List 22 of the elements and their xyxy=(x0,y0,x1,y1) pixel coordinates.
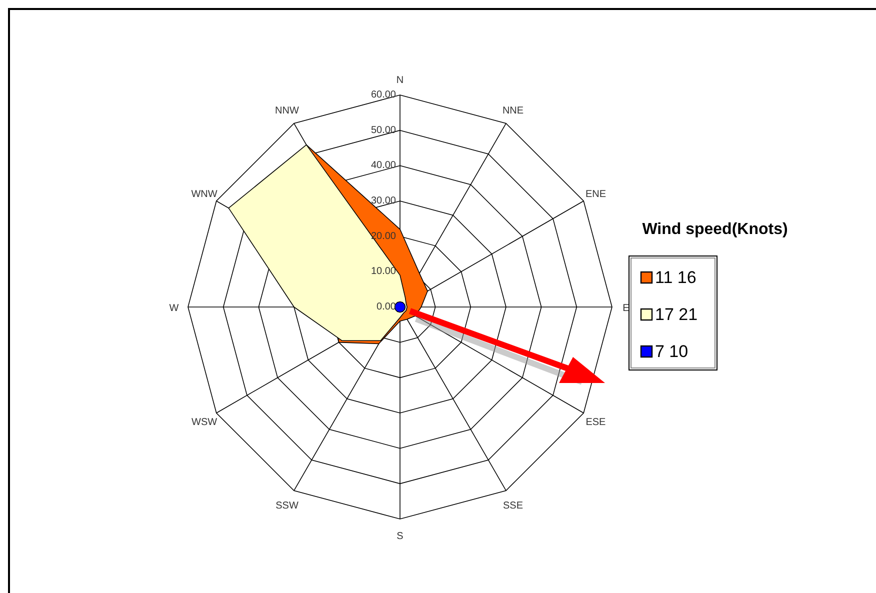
y-tick-label: 30.00 xyxy=(370,196,396,206)
spoke-label: WSW xyxy=(192,417,218,428)
spoke-label: SSW xyxy=(276,500,299,512)
spoke-label: ENE xyxy=(585,189,606,200)
spoke-label: S xyxy=(396,531,404,542)
spoke-label: NNW xyxy=(275,106,300,117)
spoke-label: WNW xyxy=(191,189,218,200)
y-tick-label: 10.00 xyxy=(370,266,396,278)
spoke-label: W xyxy=(169,303,180,314)
y-tick-label: 20.00 xyxy=(370,230,396,242)
y-tick-label: 50.00 xyxy=(370,124,396,136)
spoke-label: ESE xyxy=(586,417,606,428)
spoke-label: SSE xyxy=(502,500,524,512)
legend-title: Wind speed(Knots) xyxy=(642,221,788,238)
legend-label: 17 21 xyxy=(655,305,698,324)
y-tick-label: 40.00 xyxy=(370,160,396,172)
spoke-label: N xyxy=(396,75,404,86)
y-tick-label: 60.00 xyxy=(370,90,396,100)
spoke-label: E xyxy=(622,303,630,314)
legend-label: 11 16 xyxy=(655,268,696,287)
legend-label: 7 10 xyxy=(655,342,688,361)
spoke-label: NNE xyxy=(502,106,524,117)
